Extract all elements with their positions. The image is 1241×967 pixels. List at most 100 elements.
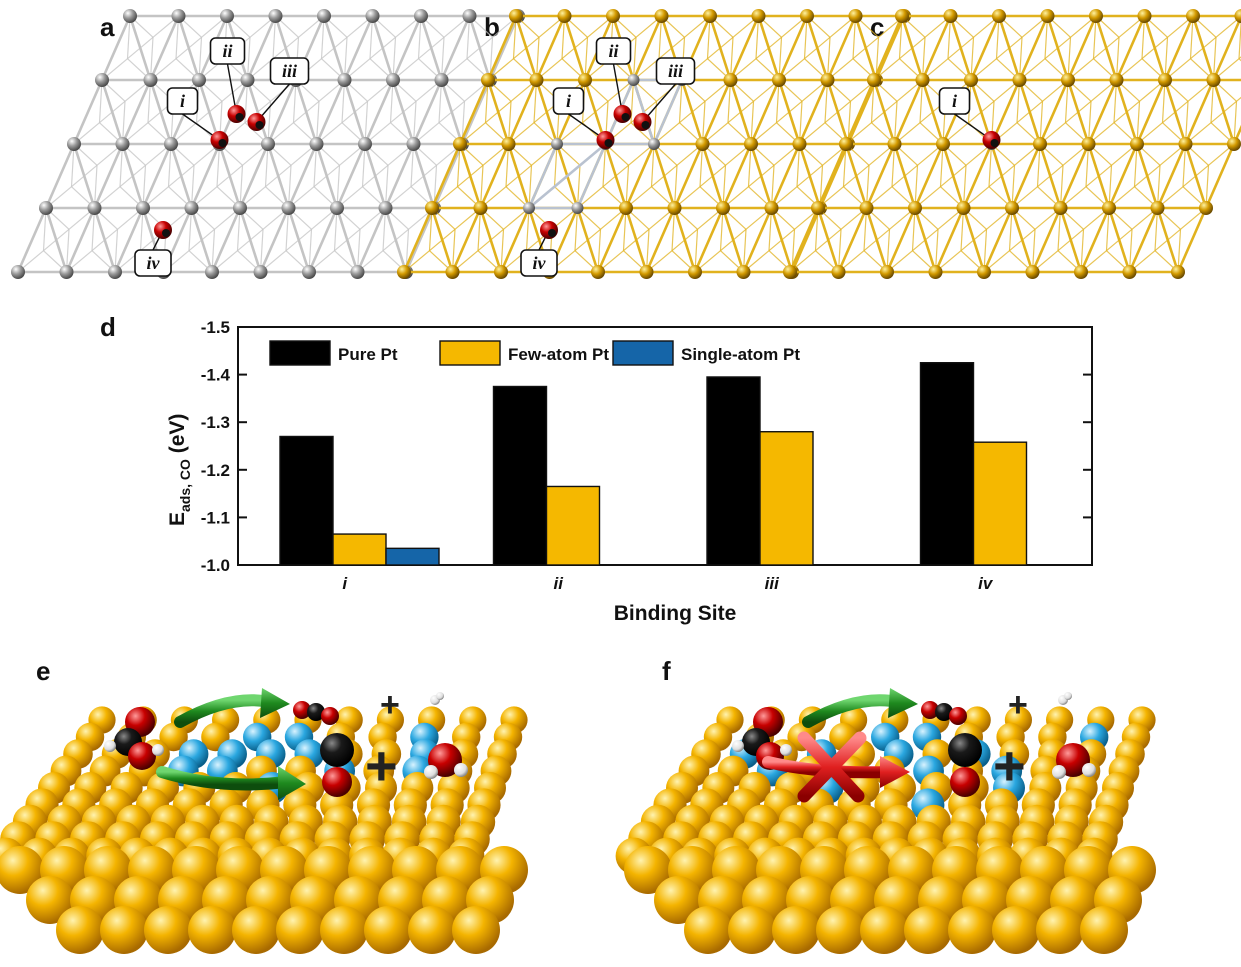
sub-bond xyxy=(246,37,251,81)
sub-bond xyxy=(919,79,924,123)
surface-scene-e: ++ xyxy=(0,686,528,954)
host-bulk-atom xyxy=(320,906,368,954)
lattice-bond xyxy=(315,143,339,209)
lattice-atom xyxy=(1227,137,1241,151)
lattice-atom xyxy=(136,201,150,215)
sub-bond xyxy=(768,207,773,251)
sub-bond xyxy=(891,143,896,187)
lattice-atom xyxy=(606,9,620,23)
sub-bond xyxy=(451,229,456,273)
sub-bond xyxy=(525,207,530,251)
co-molecule xyxy=(596,131,615,149)
lattice-bond xyxy=(1191,15,1215,81)
lattice-bond xyxy=(921,15,952,81)
host-bulk-atom xyxy=(452,906,500,954)
lattice-bond xyxy=(44,143,76,209)
sub-bond xyxy=(384,165,389,209)
sub-bond xyxy=(1036,143,1041,187)
lattice-bond xyxy=(837,207,868,273)
hydrogen-atom xyxy=(104,740,116,752)
plus-sign: + xyxy=(1008,686,1028,724)
lattice-bond xyxy=(412,143,436,209)
lattice-bond xyxy=(238,207,262,273)
lattice-bond xyxy=(16,207,48,273)
x-tick-label: iv xyxy=(978,574,994,593)
lattice-atom xyxy=(1109,73,1124,87)
callout-label-iv: iv xyxy=(533,253,547,273)
sub-bond xyxy=(1189,15,1194,59)
sub-bond xyxy=(576,165,581,209)
host-bulk-atom xyxy=(860,906,908,954)
lattice-atom xyxy=(1074,265,1088,279)
sub-bond xyxy=(673,165,678,209)
legend-swatch xyxy=(269,340,331,366)
lattice-bond xyxy=(913,207,937,273)
lattice-atom xyxy=(425,201,439,215)
lattice-atom xyxy=(1199,201,1213,215)
co-carbon xyxy=(990,139,999,147)
lattice-atom xyxy=(268,9,283,23)
sub-bond xyxy=(960,207,965,251)
pt-bond xyxy=(652,79,684,145)
lattice-bond xyxy=(315,79,346,145)
lattice-atom xyxy=(123,9,137,23)
sub-bond xyxy=(142,165,147,209)
sub-bond xyxy=(500,229,505,273)
lattice-bond xyxy=(941,143,965,209)
sub-bond xyxy=(343,37,348,81)
host-bulk-atom xyxy=(948,906,996,954)
carbon-atom xyxy=(320,733,354,767)
sub-bond xyxy=(98,79,103,123)
sub-bond xyxy=(742,229,747,273)
lattice-bond xyxy=(1107,143,1139,209)
bar-pure-pt xyxy=(492,385,548,566)
lattice-bond xyxy=(479,207,503,273)
sub-bond xyxy=(285,207,290,251)
sub-bond xyxy=(313,143,318,187)
sub-bond xyxy=(597,229,602,273)
sub-bond xyxy=(622,207,627,251)
co-molecule xyxy=(633,113,652,131)
sub-bond xyxy=(645,229,650,273)
lattice-bond xyxy=(430,143,462,209)
panel-label-c: c xyxy=(870,12,885,42)
lattice-atom xyxy=(703,9,717,23)
lattice-bond xyxy=(190,207,214,273)
sub-bond xyxy=(147,79,152,123)
lattice-atom xyxy=(619,201,633,215)
lattice-atom xyxy=(977,265,991,279)
sub-bond xyxy=(770,165,775,209)
lattice-bond xyxy=(962,207,986,273)
carbon-atom xyxy=(935,703,953,721)
bar-pure-pt xyxy=(919,362,975,566)
lattice-bond xyxy=(844,79,876,145)
lattice-bond xyxy=(962,143,993,209)
sub-bond xyxy=(239,165,244,209)
host-bulk-atom xyxy=(364,906,412,954)
y-tick-label: -1.0 xyxy=(201,556,230,575)
lattice-bond xyxy=(1059,143,1090,209)
lattice-atom xyxy=(1053,201,1068,215)
lattice-atom xyxy=(764,201,779,215)
lattice-bond xyxy=(210,207,242,273)
lattice-atom xyxy=(253,265,268,279)
lattice-atom xyxy=(67,137,81,151)
callout-box xyxy=(655,57,696,85)
sub-bond xyxy=(722,165,727,209)
host-bulk-atom xyxy=(144,906,192,954)
lattice-atom xyxy=(453,137,467,151)
lattice-bond xyxy=(1010,143,1042,209)
sub-bond xyxy=(658,15,663,59)
lattice-atom xyxy=(557,9,572,23)
lattice-atom xyxy=(848,9,863,23)
lattice-bond xyxy=(343,15,374,81)
lattice-atom xyxy=(792,137,807,151)
callout-label-ii: ii xyxy=(608,41,618,61)
hydrogen-atom xyxy=(454,763,468,777)
sub-bond xyxy=(775,79,780,123)
host-bulk-atom xyxy=(654,876,702,924)
callout-label-iv: iv xyxy=(147,253,161,273)
lattice-atom xyxy=(1102,201,1116,215)
lattice-atom xyxy=(1122,265,1137,279)
